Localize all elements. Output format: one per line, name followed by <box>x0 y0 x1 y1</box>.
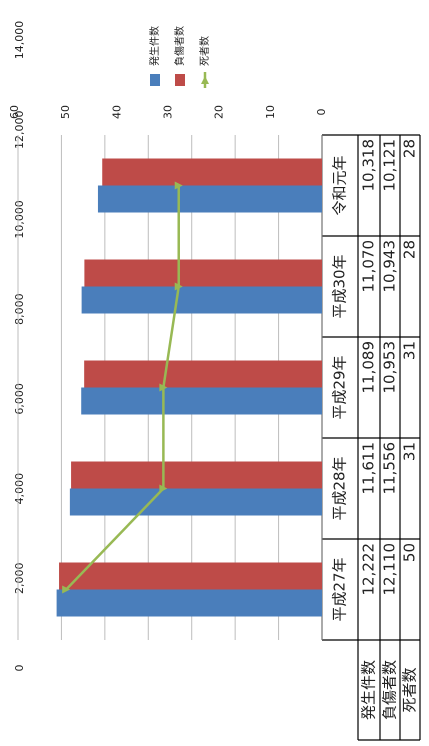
bar <box>71 461 322 489</box>
table-category: 平成28年 <box>331 456 349 520</box>
y2-tick-label: 60 <box>8 105 21 119</box>
table-value: 31 <box>401 442 419 461</box>
y2-tick-label: 20 <box>213 105 226 119</box>
bar <box>97 185 323 213</box>
y-tick-label: 14,000 <box>13 21 26 60</box>
y-tick-label: 8,000 <box>13 293 26 325</box>
table-value: 11,556 <box>381 442 399 495</box>
y-tick-label: 12,000 <box>13 110 26 149</box>
bar <box>102 158 323 186</box>
table-value: 28 <box>401 139 419 158</box>
legend-swatch <box>201 76 209 84</box>
legend-label: 発生件数 <box>148 26 161 66</box>
table-category: 平成27年 <box>331 557 349 621</box>
table-value: 10,318 <box>360 139 378 192</box>
table-value: 12,110 <box>381 543 399 596</box>
table-category: 平成29年 <box>331 355 349 419</box>
bar <box>81 286 322 314</box>
table-value: 10,121 <box>381 139 399 192</box>
table-row-label: 発生件数 <box>360 660 378 720</box>
y2-tick-label: 10 <box>264 105 277 119</box>
y2-tick-label: 0 <box>315 109 328 116</box>
table-category: 平成30年 <box>331 254 349 318</box>
legend-swatch <box>175 74 185 86</box>
line-marker <box>62 585 71 594</box>
y-tick-label: 4,000 <box>13 473 26 505</box>
bar <box>84 259 322 287</box>
bar <box>84 360 323 388</box>
table-value: 11,089 <box>360 341 378 394</box>
legend-label: 負傷者数 <box>173 26 186 66</box>
y2-tick-label: 30 <box>162 105 175 119</box>
table-value: 11,070 <box>360 240 378 293</box>
table-value: 11,611 <box>360 442 378 495</box>
y2-tick-label: 40 <box>110 105 123 119</box>
y-tick-label: 6,000 <box>13 383 26 415</box>
table-value: 50 <box>401 543 419 562</box>
line-marker <box>174 282 183 291</box>
line-marker <box>159 484 168 493</box>
table-row-label: 負傷者数 <box>381 660 399 720</box>
table-row-label: 死者数 <box>401 667 419 712</box>
y2-tick-label: 50 <box>59 105 72 119</box>
line-marker <box>159 383 168 392</box>
y-tick-label: 0 <box>13 665 26 672</box>
table-category: 令和元年 <box>331 155 349 215</box>
table-value: 10,943 <box>381 240 399 293</box>
y-tick-label: 2,000 <box>13 563 26 595</box>
bar <box>81 387 322 415</box>
data-table-lines <box>321 134 421 741</box>
bar <box>69 488 322 516</box>
legend-swatch <box>150 74 160 86</box>
table-value: 12,222 <box>360 543 378 596</box>
table-value: 31 <box>401 341 419 360</box>
y-tick-label: 10,000 <box>13 200 26 239</box>
bar <box>59 562 322 590</box>
legend-label: 死者数 <box>198 36 211 66</box>
bar <box>56 589 322 617</box>
table-value: 10,953 <box>381 341 399 394</box>
table-value: 28 <box>401 240 419 259</box>
line-marker <box>174 181 183 190</box>
